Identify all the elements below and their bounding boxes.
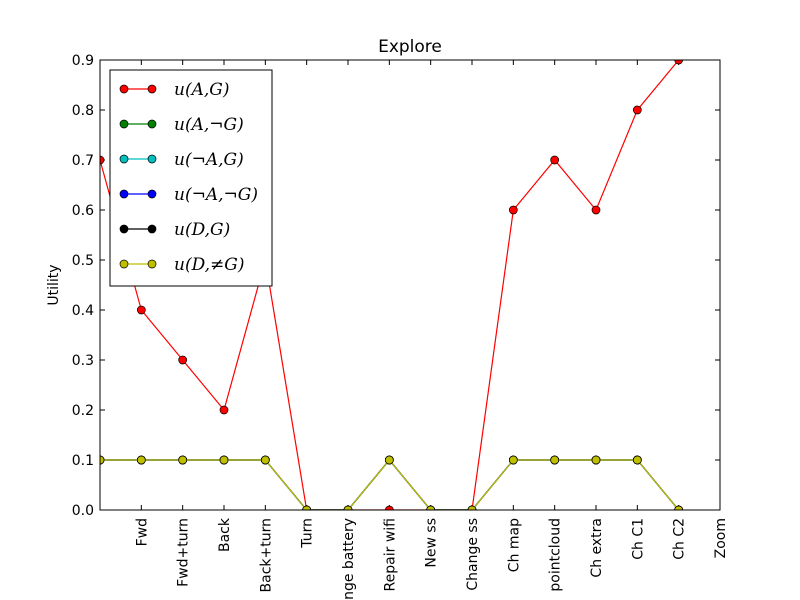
legend-marker <box>119 119 129 129</box>
legend-marker <box>119 154 129 164</box>
data-point <box>674 60 684 65</box>
x-tick-label: Fwd+turn <box>176 518 192 587</box>
series-line <box>100 459 680 510</box>
y-tick-label: 0.9 <box>72 53 94 69</box>
x-tick-label: Back+turn <box>258 518 274 592</box>
data-point <box>591 205 601 215</box>
y-tick-label: 0.7 <box>72 153 94 169</box>
plot-area: 0.0 0.1 0.2 0.3 0.4 0.5 0.6 0.7 0.8 0.9 Fwd Fwd+tur… <box>72 53 729 600</box>
data-point <box>384 505 394 510</box>
series-line <box>100 459 680 510</box>
data-point <box>508 205 518 215</box>
x-tick-label: Change ss <box>465 518 481 591</box>
legend-marker <box>147 224 157 234</box>
y-tick-label: 0.3 <box>72 353 94 369</box>
y-tick-label: 0.6 <box>72 203 94 219</box>
legend-box <box>109 69 273 287</box>
legend-marker <box>119 224 129 234</box>
axes-frame <box>99 59 721 511</box>
data-point <box>219 405 229 415</box>
y-axis-label: Utility <box>46 264 62 305</box>
legend-label: u(¬A,G) <box>174 150 244 170</box>
data-point <box>178 455 188 465</box>
x-tick-label: pointcloud <box>548 518 564 592</box>
series-line <box>100 459 680 510</box>
data-point <box>219 455 229 465</box>
legend-label: u(D,G) <box>174 220 230 240</box>
legend-marker <box>119 259 129 269</box>
data-point <box>550 155 560 165</box>
data-point <box>178 355 188 365</box>
data-point <box>632 455 642 465</box>
data-point <box>467 505 477 510</box>
series-group <box>100 60 684 510</box>
x-tick-label: New ss <box>424 518 440 568</box>
data-point <box>100 455 105 465</box>
legend-marker <box>147 154 157 164</box>
data-point <box>632 105 642 115</box>
x-tick-label: Ch map <box>506 518 522 572</box>
x-tick-label: Repair wifi <box>382 518 398 591</box>
data-point <box>260 455 270 465</box>
legend-marker <box>119 189 129 199</box>
data-point <box>302 505 312 510</box>
data-point <box>100 155 105 165</box>
series-line <box>100 459 680 510</box>
data-point <box>136 305 146 315</box>
data-point <box>343 505 353 510</box>
data-point <box>136 455 146 465</box>
y-tick-label: 0.2 <box>72 403 94 419</box>
series-line <box>100 60 680 510</box>
x-tick-label: Change battery <box>341 518 357 600</box>
y-tick-label: 0.5 <box>72 253 94 269</box>
data-point <box>384 455 394 465</box>
y-tick-label: 0.8 <box>72 103 94 119</box>
x-tick-label: Fwd <box>134 518 150 546</box>
x-tick-label: Ch C2 <box>672 518 688 560</box>
series-line <box>100 459 680 510</box>
legend-label: u(A,G) <box>174 80 229 100</box>
data-point <box>550 455 560 465</box>
legend-label: u(¬A,¬G) <box>174 185 258 205</box>
y-tick-label: 0.4 <box>72 303 94 319</box>
x-tick-label: Turn <box>300 518 316 549</box>
legend-marker <box>119 84 129 94</box>
legend-marker <box>147 189 157 199</box>
legend-label: u(A,¬G) <box>174 115 244 135</box>
chart-title: Explore <box>378 37 442 57</box>
data-point <box>674 505 684 510</box>
y-tick-label: 0.0 <box>72 503 94 519</box>
legend: u(A,G) u(A,¬G) u(¬A,G) u(¬A,¬G) u(D,G) u(D,≠G… <box>109 69 273 287</box>
data-point <box>426 505 436 510</box>
legend-marker <box>147 119 157 129</box>
x-tick-label: Back <box>217 517 233 552</box>
data-point <box>591 455 601 465</box>
y-tick-label: 0.1 <box>72 453 94 469</box>
x-tick-label: Zoom <box>713 518 729 558</box>
data-point <box>508 455 518 465</box>
x-tick-label: Ch C1 <box>630 518 646 560</box>
legend-label: u(D,≠G) <box>174 255 244 275</box>
legend-marker <box>147 84 157 94</box>
legend-marker <box>147 259 157 269</box>
x-tick-label: Ch extra <box>589 518 605 578</box>
